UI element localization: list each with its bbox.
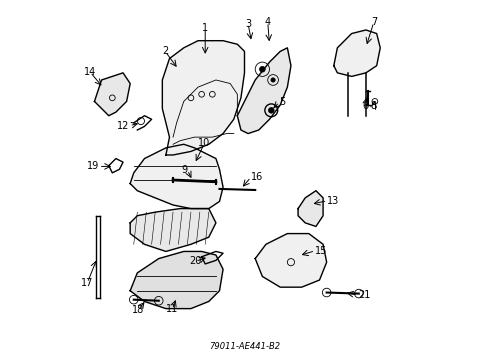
Text: 10: 10 — [198, 138, 210, 148]
Text: 79011-AE441-B2: 79011-AE441-B2 — [208, 342, 280, 351]
Polygon shape — [162, 41, 244, 155]
Polygon shape — [333, 30, 380, 76]
Text: 20: 20 — [189, 256, 201, 266]
Text: 19: 19 — [86, 161, 99, 171]
Text: 13: 13 — [326, 196, 339, 206]
Text: 15: 15 — [315, 246, 327, 256]
Polygon shape — [255, 234, 326, 287]
Polygon shape — [298, 191, 323, 226]
Text: 11: 11 — [166, 304, 178, 314]
Polygon shape — [130, 144, 223, 208]
Text: 7: 7 — [370, 17, 376, 27]
Polygon shape — [130, 251, 223, 309]
Circle shape — [268, 108, 274, 113]
Circle shape — [259, 66, 264, 72]
Text: 1: 1 — [202, 23, 208, 33]
Text: 16: 16 — [250, 172, 263, 182]
Text: 5: 5 — [279, 97, 285, 107]
Text: 14: 14 — [84, 67, 96, 77]
Text: 21: 21 — [357, 290, 370, 300]
Text: 17: 17 — [81, 278, 93, 288]
Text: 8: 8 — [370, 101, 376, 111]
Text: 18: 18 — [132, 305, 144, 315]
Text: 6: 6 — [362, 101, 367, 111]
Text: 3: 3 — [244, 18, 251, 28]
Polygon shape — [94, 73, 130, 116]
Text: 12: 12 — [117, 121, 129, 131]
Circle shape — [270, 78, 275, 82]
Text: 9: 9 — [181, 165, 187, 175]
Polygon shape — [130, 208, 216, 251]
Text: 4: 4 — [264, 17, 270, 27]
Polygon shape — [237, 48, 290, 134]
Text: 2: 2 — [162, 46, 168, 57]
